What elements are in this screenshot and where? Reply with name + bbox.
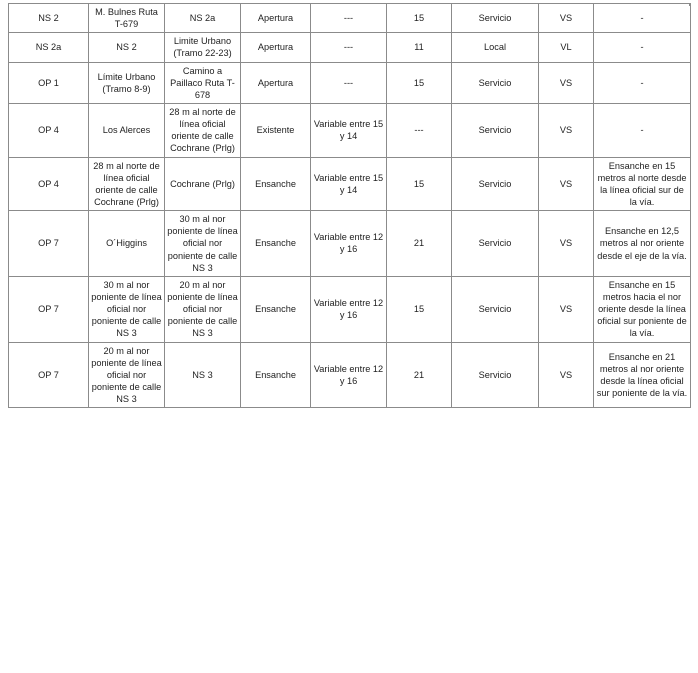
cell-categoria: Servicio bbox=[451, 275, 539, 343]
cell-via: OP 4 bbox=[8, 156, 89, 212]
cell-hasta: 28 m al norte de línea oficial oriente d… bbox=[164, 102, 241, 158]
table-row: OP 4 28 m al norte de línea oficial orie… bbox=[8, 156, 691, 212]
cell-ancho-proyectado: 15 bbox=[386, 2, 452, 34]
cell-condicion: Apertura bbox=[240, 2, 311, 34]
cell-condicion: Apertura bbox=[240, 32, 311, 63]
cell-desde: Los Alerces bbox=[88, 102, 165, 158]
cell-categoria: Servicio bbox=[451, 102, 539, 158]
cell-observaciones: Ensanche en 21 metros al nor oriente des… bbox=[593, 341, 691, 409]
cell-desde: 28 m al norte de línea oficial oriente d… bbox=[88, 156, 165, 212]
cell-ancho-proyectado: 15 bbox=[386, 275, 452, 343]
cell-observaciones: Ensanche en 15 metros al norte desde la … bbox=[593, 156, 691, 212]
cell-clasificacion: VS bbox=[538, 341, 594, 409]
cell-categoria: Servicio bbox=[451, 156, 539, 212]
cell-ancho-actual: --- bbox=[310, 61, 387, 104]
cell-ancho-proyectado: 11 bbox=[386, 32, 452, 63]
cell-clasificacion: VS bbox=[538, 61, 594, 104]
table-row: OP 7 O´Higgins 30 m al nor poniente de l… bbox=[8, 210, 691, 277]
table-body: NS 2 M. Bulnes Ruta T-679 NS 2a Apertura… bbox=[8, 2, 691, 409]
cell-desde: 30 m al nor poniente de línea oficial no… bbox=[88, 275, 165, 343]
table-row: OP 1 Límite Urbano (Tramo 8-9) Camino a … bbox=[8, 61, 691, 104]
table-row: OP 7 30 m al nor poniente de línea ofici… bbox=[8, 275, 691, 343]
cell-clasificacion: VS bbox=[538, 102, 594, 158]
cell-hasta: Camino a Paillaco Ruta T-678 bbox=[164, 61, 241, 104]
cell-via: OP 1 bbox=[8, 61, 89, 104]
cell-condicion: Existente bbox=[240, 102, 311, 158]
cell-ancho-actual: Variable entre 12 y 16 bbox=[310, 275, 387, 343]
cell-condicion: Ensanche bbox=[240, 156, 311, 212]
cell-observaciones: Ensanche en 12,5 metros al nor oriente d… bbox=[593, 210, 691, 277]
cell-clasificacion: VL bbox=[538, 32, 594, 63]
cell-categoria: Servicio bbox=[451, 210, 539, 277]
cell-hasta: 30 m al nor poniente de línea oficial no… bbox=[164, 210, 241, 277]
cell-ancho-actual: Variable entre 12 y 16 bbox=[310, 341, 387, 409]
cell-observaciones: - bbox=[593, 2, 691, 34]
cell-clasificacion: VS bbox=[538, 210, 594, 277]
table-row: NS 2a NS 2 Limite Urbano (Tramo 22-23) A… bbox=[8, 32, 691, 63]
cell-observaciones: - bbox=[593, 32, 691, 63]
cell-desde: NS 2 bbox=[88, 32, 165, 63]
cell-condicion: Ensanche bbox=[240, 275, 311, 343]
cell-ancho-actual: --- bbox=[310, 32, 387, 63]
cell-condicion: Ensanche bbox=[240, 341, 311, 409]
vialidad-table: NS 2 M. Bulnes Ruta T-679 NS 2a Apertura… bbox=[8, 2, 691, 409]
cell-desde: M. Bulnes Ruta T-679 bbox=[88, 2, 165, 34]
cell-via: OP 7 bbox=[8, 275, 89, 343]
cell-categoria: Servicio bbox=[451, 2, 539, 34]
cell-hasta: NS 3 bbox=[164, 341, 241, 409]
cell-hasta: NS 2a bbox=[164, 2, 241, 34]
cell-ancho-actual: --- bbox=[310, 2, 387, 34]
cell-clasificacion: VS bbox=[538, 2, 594, 34]
cell-desde: O´Higgins bbox=[88, 210, 165, 277]
cell-ancho-actual: Variable entre 12 y 16 bbox=[310, 210, 387, 277]
cell-ancho-proyectado: 15 bbox=[386, 61, 452, 104]
cell-via: NS 2a bbox=[8, 32, 89, 63]
cell-condicion: Ensanche bbox=[240, 210, 311, 277]
cell-clasificacion: VS bbox=[538, 156, 594, 212]
cell-desde: Límite Urbano (Tramo 8-9) bbox=[88, 61, 165, 104]
cell-ancho-actual: Variable entre 15 y 14 bbox=[310, 156, 387, 212]
cell-ancho-proyectado: --- bbox=[386, 102, 452, 158]
table-row: OP 4 Los Alerces 28 m al norte de línea … bbox=[8, 102, 691, 158]
cell-desde: 20 m al nor poniente de línea oficial no… bbox=[88, 341, 165, 409]
cell-via: OP 7 bbox=[8, 341, 89, 409]
cell-categoria: Servicio bbox=[451, 61, 539, 104]
cell-hasta: Limite Urbano (Tramo 22-23) bbox=[164, 32, 241, 63]
cell-hasta: 20 m al nor poniente de línea oficial no… bbox=[164, 275, 241, 343]
cell-observaciones: Ensanche en 15 metros hacia el nor orien… bbox=[593, 275, 691, 343]
cell-hasta: Cochrane (Prlg) bbox=[164, 156, 241, 212]
cell-ancho-actual: Variable entre 15 y 14 bbox=[310, 102, 387, 158]
cell-condicion: Apertura bbox=[240, 61, 311, 104]
cell-observaciones: - bbox=[593, 102, 691, 158]
cell-via: OP 4 bbox=[8, 102, 89, 158]
cell-ancho-proyectado: 15 bbox=[386, 156, 452, 212]
cell-categoria: Local bbox=[451, 32, 539, 63]
cell-ancho-proyectado: 21 bbox=[386, 210, 452, 277]
cell-ancho-proyectado: 21 bbox=[386, 341, 452, 409]
cell-clasificacion: VS bbox=[538, 275, 594, 343]
table-row: OP 7 20 m al nor poniente de línea ofici… bbox=[8, 341, 691, 409]
table-row: NS 2 M. Bulnes Ruta T-679 NS 2a Apertura… bbox=[8, 2, 691, 34]
cell-via: OP 7 bbox=[8, 210, 89, 277]
cell-categoria: Servicio bbox=[451, 341, 539, 409]
cell-via: NS 2 bbox=[8, 2, 89, 34]
cell-observaciones: - bbox=[593, 61, 691, 104]
